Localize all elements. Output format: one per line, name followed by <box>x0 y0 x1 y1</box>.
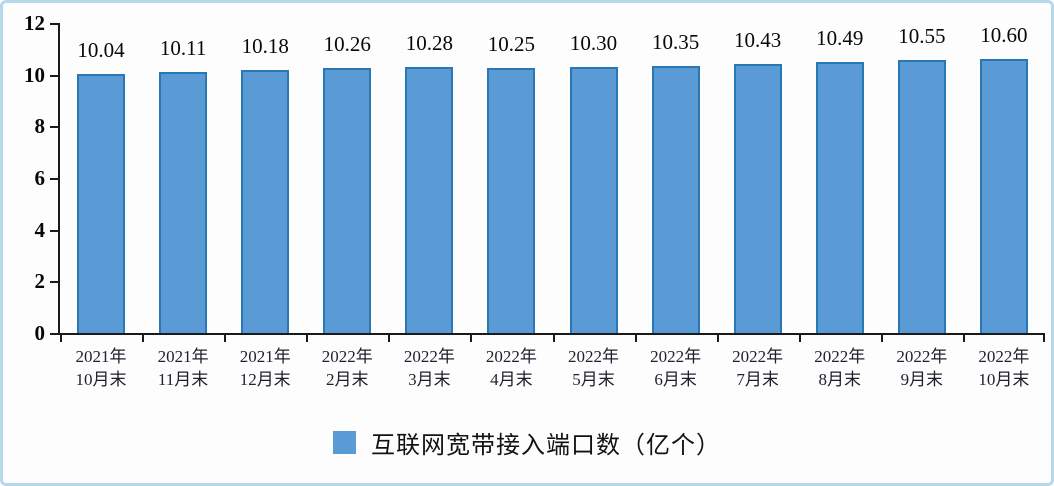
y-tick-label: 12 <box>24 11 45 35</box>
y-axis-tick-mark <box>50 333 58 335</box>
bar-cell: 10.18 2021年 12月末 <box>224 23 306 389</box>
x-axis-tick-mark <box>306 335 308 342</box>
bar <box>241 70 290 333</box>
bar <box>815 62 864 333</box>
y-tick-label: 6 <box>34 166 46 190</box>
y-axis-tick-mark <box>50 230 58 232</box>
bar-cell: 10.49 2022年 8月末 <box>799 23 881 389</box>
x-axis-tick-mark <box>388 335 390 342</box>
bar <box>487 68 536 333</box>
legend-swatch <box>333 431 356 454</box>
x-axis-tick-mark <box>635 335 637 342</box>
x-axis-tick-mark <box>1043 335 1045 342</box>
bar-value-label: 10.11 <box>159 36 207 60</box>
x-axis-tick-mark <box>881 335 883 342</box>
bar-cell: 10.26 2022年 2月末 <box>306 23 388 389</box>
y-tick-label: 8 <box>34 114 46 138</box>
legend: 互联网宽带接入端口数（亿个） <box>3 425 1051 460</box>
bar <box>77 74 126 333</box>
bar-value-label: 10.30 <box>569 31 618 55</box>
x-axis-tick-mark <box>799 335 801 342</box>
bar-cell: 10.60 2022年 10月末 <box>963 23 1045 389</box>
bar-value-label: 10.49 <box>816 26 864 50</box>
y-axis-tick-mark <box>50 126 58 128</box>
y-tick-label: 10 <box>24 63 45 87</box>
bar-cell: 10.43 2022年 7月末 <box>717 23 799 389</box>
y-axis-tick-mark <box>50 178 58 180</box>
bar-value-label: 10.55 <box>898 24 946 48</box>
bar-cell: 10.04 2021年 10月末 <box>60 23 142 389</box>
bar <box>979 59 1028 333</box>
y-axis-tick-mark <box>50 281 58 283</box>
x-axis-tick-mark <box>142 335 144 342</box>
x-tick-label: 2022年 5月末 <box>568 347 619 389</box>
x-tick-label: 2022年 4月末 <box>485 347 537 389</box>
y-axis-tick-mark <box>50 23 58 25</box>
bar <box>159 72 208 333</box>
x-tick-label: 2022年 6月末 <box>650 347 702 389</box>
x-tick-label: 2022年 3月末 <box>403 347 455 389</box>
x-axis-tick-mark <box>60 335 62 342</box>
legend-label: 互联网宽带接入端口数（亿个） <box>371 433 721 459</box>
bar-value-label: 10.28 <box>405 31 453 55</box>
x-axis-tick-mark <box>717 335 719 342</box>
bar <box>733 64 782 333</box>
x-axis-tick-mark <box>470 335 472 342</box>
bar-value-label: 10.35 <box>651 30 700 54</box>
bar-cell: 10.28 2022年 3月末 <box>388 23 470 389</box>
bar-cell: 10.35 2022年 6月末 <box>635 23 717 389</box>
x-tick-label: 2022年 2月末 <box>321 347 373 389</box>
x-tick-label: 2022年 8月末 <box>814 347 866 389</box>
bar-value-label: 10.18 <box>241 34 289 58</box>
x-tick-label: 2022年 7月末 <box>732 347 784 389</box>
x-axis-tick-mark <box>224 335 226 342</box>
x-axis-tick-mark <box>963 335 965 342</box>
bar-value-label: 10.26 <box>323 32 371 56</box>
bar-cell: 10.30 2022年 5月末 <box>552 23 634 389</box>
bar <box>897 60 946 333</box>
bar-cell: 10.11 2021年 11月末 <box>142 23 224 389</box>
bar-value-label: 10.60 <box>980 23 1028 47</box>
x-tick-label: 2021年 12月末 <box>239 347 291 389</box>
x-tick-label: 2021年 11月末 <box>157 347 209 389</box>
x-tick-label: 2022年 10月末 <box>978 347 1030 389</box>
bar-value-label: 10.25 <box>487 32 536 56</box>
bar <box>323 68 372 333</box>
bars-container: 10.04 2021年 10月末 10.11 2021年 11月末 10.18 2021年 12… <box>60 23 1045 389</box>
y-tick-label: 0 <box>34 321 46 345</box>
bar-cell: 10.55 2022年 9月末 <box>881 23 963 389</box>
x-tick-label: 2022年 9月末 <box>896 347 948 389</box>
bar-cell: 10.25 2022年 4月末 <box>470 23 552 389</box>
bar-value-label: 10.43 <box>734 28 782 52</box>
bar-value-label: 10.04 <box>77 38 125 62</box>
y-axis-tick-mark <box>50 75 58 77</box>
plot-area: 10.04 2021年 10月末 10.11 2021年 11月末 10.18 2021年 12… <box>58 23 1045 389</box>
x-tick-label: 2021年 10月末 <box>75 347 127 389</box>
y-tick-label: 4 <box>34 218 46 242</box>
bar <box>405 67 454 333</box>
bar <box>651 66 700 333</box>
bar <box>569 67 618 333</box>
y-tick-label: 2 <box>34 269 46 293</box>
x-axis-tick-mark <box>553 335 555 342</box>
